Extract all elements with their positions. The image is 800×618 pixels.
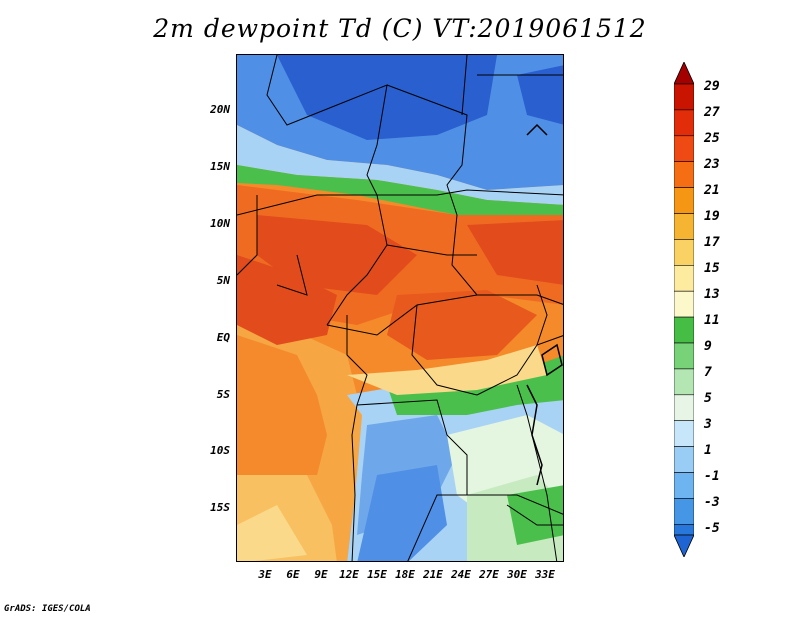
colorbar-label: 23 — [704, 157, 720, 172]
colorbar — [674, 62, 694, 557]
lat-label-20n: 20N — [210, 103, 230, 116]
lon-label-9e: 9E — [314, 568, 328, 581]
lon-label-30e: 30E — [507, 568, 527, 581]
dewpoint-map — [236, 54, 564, 562]
lat-label-eq: EQ — [216, 331, 230, 344]
colorbar-label: 29 — [704, 79, 720, 94]
colorbar-label: 17 — [704, 235, 720, 250]
colorbar-label: 15 — [704, 261, 720, 276]
colorbar-label: 25 — [704, 131, 720, 146]
lon-label-21e: 21E — [423, 568, 443, 581]
colorbar-label: 11 — [704, 313, 720, 328]
lon-label-33e: 33E — [535, 568, 555, 581]
lat-label-5n: 5N — [216, 274, 230, 287]
colorbar-label: -1 — [704, 469, 720, 484]
lon-label-12e: 12E — [339, 568, 359, 581]
lat-label-15s: 15S — [210, 501, 230, 514]
colorbar-label: 9 — [704, 339, 712, 354]
colorbar-label: 1 — [704, 443, 712, 458]
colorbar-bottom-arrow — [674, 534, 694, 557]
colorbar-label: 21 — [704, 183, 720, 198]
lat-label-5s: 5S — [216, 388, 230, 401]
lon-label-15e: 15E — [367, 568, 387, 581]
dewpoint-field — [237, 55, 563, 561]
lon-label-6e: 6E — [286, 568, 300, 581]
lon-label-27e: 27E — [479, 568, 499, 581]
lon-label-24e: 24E — [451, 568, 471, 581]
grads-credit: GrADS: IGES/COLA — [4, 604, 91, 614]
lon-label-18e: 18E — [395, 568, 415, 581]
colorbar-label: 13 — [704, 287, 720, 302]
colorbar-label: 27 — [704, 105, 720, 120]
colorbar-label: 5 — [704, 391, 712, 406]
lat-label-10n: 10N — [210, 217, 230, 230]
lat-label-10s: 10S — [210, 444, 230, 457]
colorbar-label: 3 — [704, 417, 712, 432]
map-title: 2m dewpoint Td (C) VT:2019061512 — [153, 14, 647, 43]
colorbar-label: 7 — [704, 365, 712, 380]
lat-label-15n: 15N — [210, 160, 230, 173]
lon-label-3e: 3E — [258, 568, 272, 581]
colorbar-top-arrow — [674, 62, 694, 85]
colorbar-label: -5 — [704, 521, 720, 536]
colorbar-label: 19 — [704, 209, 720, 224]
colorbar-label: -3 — [704, 495, 720, 510]
